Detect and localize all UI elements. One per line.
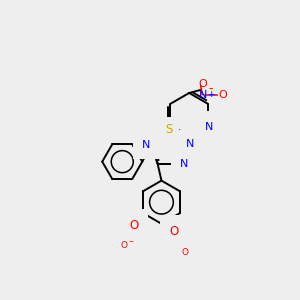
Text: S: S	[165, 123, 173, 136]
Text: N: N	[186, 139, 194, 149]
Text: O: O	[120, 241, 127, 250]
Text: O: O	[128, 235, 135, 244]
Text: +: +	[207, 90, 214, 99]
Text: O: O	[132, 220, 141, 230]
Text: O: O	[181, 248, 188, 256]
Text: O: O	[218, 89, 227, 100]
Text: -: -	[208, 82, 213, 95]
Text: N: N	[199, 89, 207, 100]
Text: O: O	[199, 79, 207, 89]
Text: N: N	[180, 159, 188, 169]
Text: N: N	[204, 122, 213, 132]
Text: O: O	[129, 219, 138, 232]
Text: N: N	[142, 140, 150, 150]
Text: O: O	[169, 225, 178, 238]
